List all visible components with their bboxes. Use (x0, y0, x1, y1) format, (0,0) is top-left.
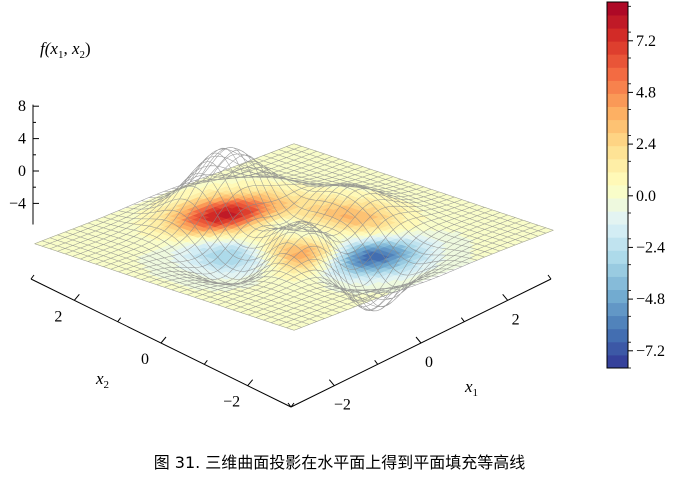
colorbar-tick-label: 7.2 (636, 33, 656, 50)
colorbar-bin (607, 224, 628, 238)
colorbar-bin (607, 119, 628, 134)
colorbar-tick-label: −4.8 (636, 291, 665, 308)
x2-tick-label: 2 (54, 308, 62, 325)
colorbar-bin (607, 211, 628, 225)
x2-tick-label: 0 (141, 351, 149, 368)
colorbar-tick-label: −7.2 (636, 343, 665, 360)
colorbar-bin (607, 145, 628, 160)
z-tick-label: 4 (18, 131, 26, 148)
colorbar-bin (607, 276, 628, 290)
colorbar-bin (607, 41, 628, 55)
x1-tick-label: −2 (334, 397, 351, 414)
colorbar-bin (607, 54, 628, 68)
x1-tick-label: 0 (425, 354, 433, 371)
colorbar-bin (607, 354, 628, 369)
colorbar-bin (607, 106, 628, 121)
colorbar-bin (607, 341, 628, 356)
x2-axis-label: x2 (95, 369, 109, 391)
x1-axis-label: x1 (464, 377, 478, 399)
colorbar-bin (607, 28, 628, 42)
x1-tick-mark (328, 379, 335, 386)
x2-minor-tick (203, 360, 208, 365)
z-tick-label: 0 (18, 163, 26, 180)
colorbar-bin (607, 171, 628, 186)
x2-tick-label: −2 (223, 394, 240, 411)
colorbar-tick-label: −2.4 (636, 239, 665, 256)
z-tick-label: −4 (9, 195, 26, 212)
x1-tick-label: 2 (512, 311, 520, 328)
x2-minor-tick (30, 274, 35, 280)
svg-text:x2: x2 (95, 369, 109, 391)
colorbar: 7.2 4.8 2.4 0.0 −2.4 −4.8 −7.2 (606, 1, 665, 369)
colorbar-bin (607, 132, 628, 147)
x1-minor-tick (547, 274, 552, 280)
z-axis-label: f(x1, x2) (40, 39, 91, 61)
x2-tick-mark (247, 379, 254, 386)
colorbar-bin (607, 93, 628, 107)
colorbar-bin (607, 315, 628, 330)
x1-tick-mark (415, 336, 422, 344)
x1-minor-tick (374, 360, 379, 365)
svg-text:f(x1, x2): f(x1, x2) (40, 39, 91, 61)
colorbar-bin (607, 198, 628, 212)
colorbar-tick-label: 0.0 (636, 188, 656, 205)
colorbar-bin (607, 289, 628, 304)
colorbar-bin (607, 263, 628, 277)
surface-chart: 8 4 0 −4 2 0 −2 −2 0 2 f(x1, x2) x1 x2 7.2 4.8 2.4 0… (9, 1, 665, 414)
colorbar-bin (607, 2, 628, 16)
colorbar-bin (607, 237, 628, 251)
colorbar-bin (607, 185, 628, 199)
x2-minor-tick (117, 317, 122, 322)
colorbar-bin (607, 67, 628, 81)
colorbar-tick-label: 2.4 (636, 136, 656, 153)
colorbar-tick-label: 4.8 (636, 84, 656, 101)
colorbar-bin (607, 158, 628, 173)
x2-tick-mark (160, 336, 167, 344)
projected-contour-fill (33, 143, 555, 331)
svg-text:x1: x1 (464, 377, 478, 399)
x1-minor-tick (460, 317, 465, 322)
x2-tick-mark (73, 294, 80, 301)
colorbar-bin (607, 328, 628, 343)
figure-caption: 图 31. 三维曲面投影在水平面上得到平面填充等高线 (153, 453, 526, 472)
colorbar-bin (607, 250, 628, 264)
z-tick-label: 8 (18, 98, 26, 115)
colorbar-bin (607, 302, 628, 317)
colorbar-bin (607, 15, 628, 29)
x1-tick-mark (502, 294, 509, 301)
colorbar-bin (607, 80, 628, 94)
